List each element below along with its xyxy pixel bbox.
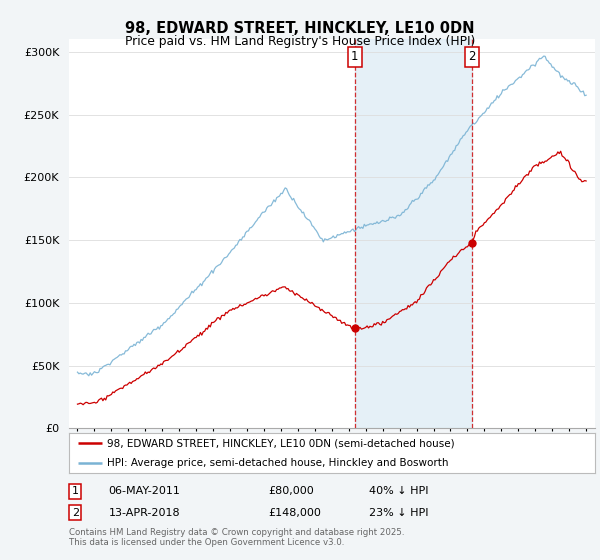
Text: 1: 1 — [351, 50, 358, 63]
Text: 1: 1 — [72, 486, 79, 496]
Text: £148,000: £148,000 — [269, 508, 322, 517]
Bar — [355, 39, 472, 428]
Text: Contains HM Land Registry data © Crown copyright and database right 2025.
This d: Contains HM Land Registry data © Crown c… — [69, 528, 404, 547]
Text: £80,000: £80,000 — [269, 486, 314, 496]
Text: 23% ↓ HPI: 23% ↓ HPI — [368, 508, 428, 517]
Text: HPI: Average price, semi-detached house, Hinckley and Bosworth: HPI: Average price, semi-detached house,… — [107, 458, 448, 468]
Text: Price paid vs. HM Land Registry's House Price Index (HPI): Price paid vs. HM Land Registry's House … — [125, 35, 475, 48]
Text: 98, EDWARD STREET, HINCKLEY, LE10 0DN: 98, EDWARD STREET, HINCKLEY, LE10 0DN — [125, 21, 475, 36]
Text: 98, EDWARD STREET, HINCKLEY, LE10 0DN (semi-detached house): 98, EDWARD STREET, HINCKLEY, LE10 0DN (s… — [107, 438, 454, 449]
Text: 2: 2 — [469, 50, 476, 63]
Text: 13-APR-2018: 13-APR-2018 — [109, 508, 180, 517]
Text: 40% ↓ HPI: 40% ↓ HPI — [368, 486, 428, 496]
Text: 2: 2 — [72, 508, 79, 517]
Text: 06-MAY-2011: 06-MAY-2011 — [109, 486, 180, 496]
